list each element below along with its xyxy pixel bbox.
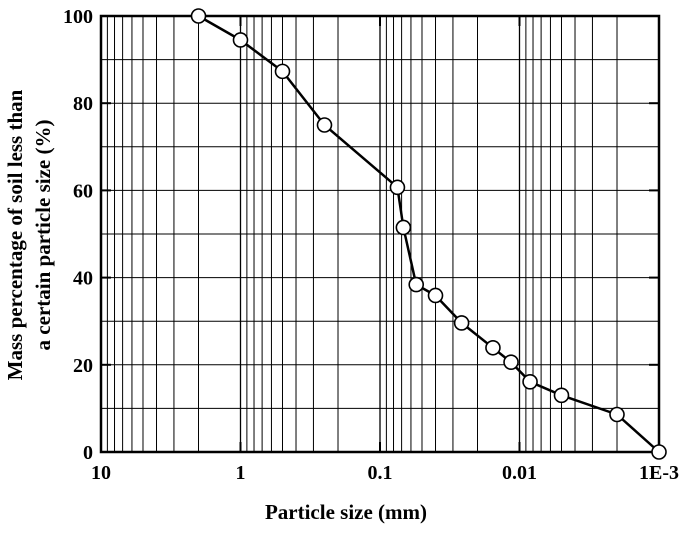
- axis-labels: Particle size (mm) Mass percentage of so…: [3, 89, 427, 524]
- data-point: [232, 32, 249, 48]
- axis-ticks: 10 1 0.1 0.01 1E-3 0 20 40 60 80 100: [63, 6, 679, 484]
- y-tick-label: 100: [63, 6, 93, 28]
- data-point: [274, 63, 291, 80]
- data-point: [316, 117, 333, 133]
- y-tick-label: 0: [83, 442, 93, 464]
- y-tick-label: 40: [73, 268, 93, 290]
- data-point: [190, 8, 207, 24]
- y-tick-label: 60: [73, 180, 93, 202]
- data-point: [609, 406, 625, 423]
- data-point: [408, 276, 425, 293]
- data-point: [522, 374, 538, 390]
- grid: [101, 16, 660, 452]
- data-point: [485, 339, 501, 356]
- x-tick-label: 0.1: [368, 462, 393, 484]
- x-axis-title: Particle size (mm): [265, 500, 427, 524]
- data-point: [389, 179, 406, 196]
- data-point: [427, 287, 444, 304]
- x-tick-label: 1E-3: [639, 462, 679, 484]
- data-point: [503, 354, 519, 370]
- y-axis-title-line-1: Mass percentage of soil less than: [3, 89, 27, 380]
- data-point: [553, 387, 570, 404]
- data-point: [651, 444, 667, 460]
- data-point: [395, 219, 412, 236]
- y-tick-label: 20: [73, 355, 93, 377]
- data-point: [453, 315, 470, 331]
- x-tick-label: 1: [236, 462, 246, 484]
- y-axis-title-line-2: a certain particle size (%): [31, 120, 55, 351]
- data-series: [190, 8, 667, 460]
- y-tick-label: 80: [73, 93, 93, 115]
- x-tick-label: 0.01: [502, 462, 537, 484]
- x-tick-label: 10: [91, 462, 111, 484]
